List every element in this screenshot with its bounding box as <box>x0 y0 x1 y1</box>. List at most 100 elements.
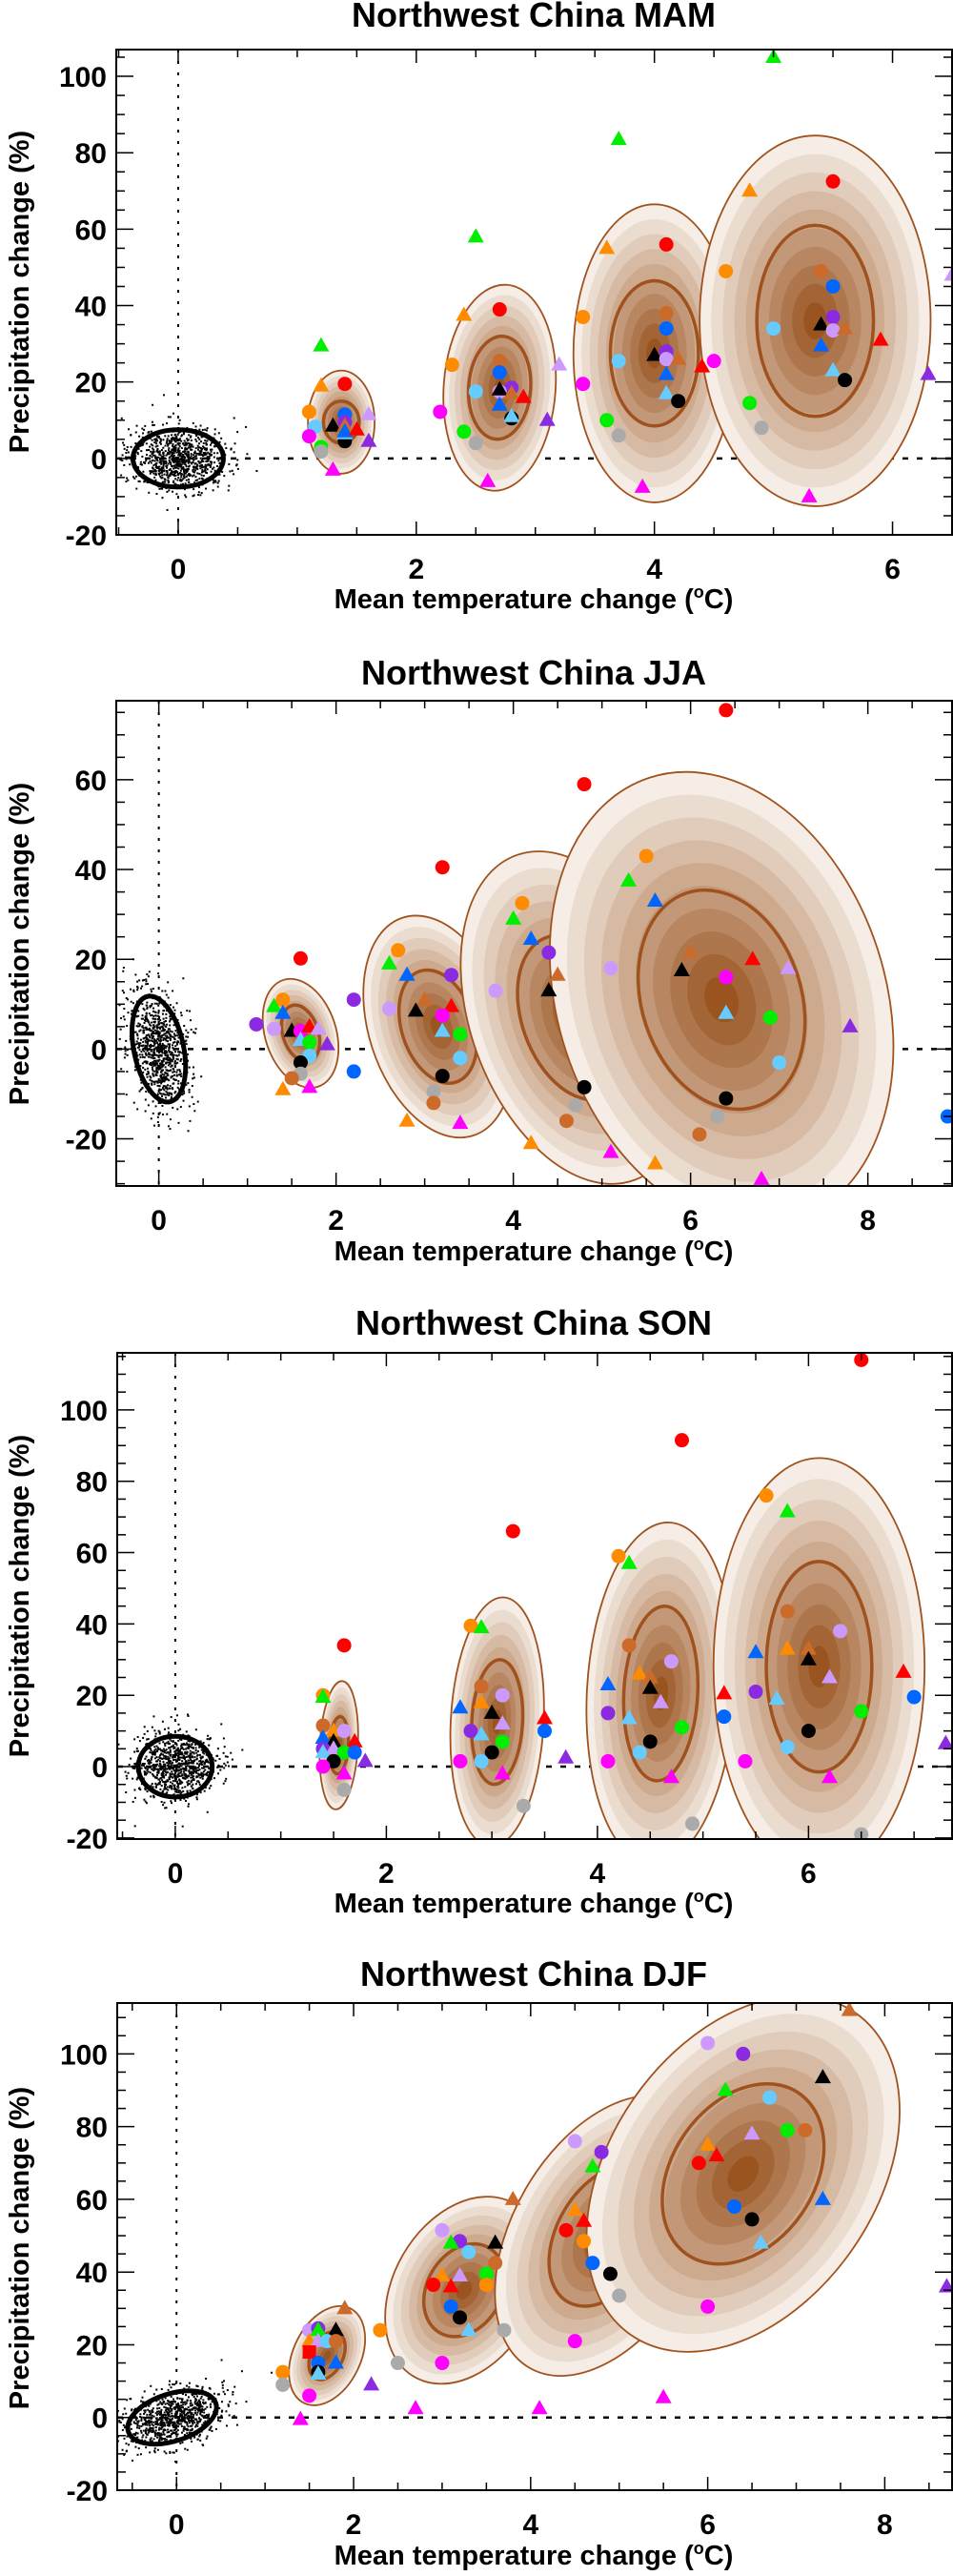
noise-dot <box>125 2443 128 2445</box>
noise-dot <box>126 477 129 480</box>
noise-dot <box>161 1104 164 1107</box>
noise-dot <box>181 442 184 445</box>
noise-dot <box>178 2404 181 2407</box>
noise-dot <box>186 2422 189 2424</box>
noise-dot <box>169 1128 172 1131</box>
noise-dot <box>146 1742 149 1745</box>
noise-dot <box>145 978 148 981</box>
noise-dot <box>169 468 172 471</box>
noise-dot <box>156 1121 159 1124</box>
noise-dot <box>173 1786 176 1789</box>
noise-dot <box>192 469 194 472</box>
noise-dot <box>202 454 205 457</box>
data-point-triangle-orange <box>398 1112 416 1127</box>
noise-dot <box>144 1110 147 1113</box>
noise-dot <box>164 450 167 453</box>
noise-dot <box>206 458 209 460</box>
noise-dot <box>217 2393 220 2396</box>
noise-dot <box>191 1750 193 1753</box>
noise-dot <box>154 2412 157 2415</box>
data-point-triangle-magenta <box>479 472 497 487</box>
noise-dot <box>165 1039 168 1042</box>
noise-dot <box>174 1051 177 1053</box>
noise-dot <box>167 481 170 484</box>
noise-dot <box>158 1027 161 1030</box>
noise-dot <box>190 1758 193 1761</box>
noise-dot <box>205 471 208 474</box>
data-point-triangle-lightblue <box>314 1744 332 1759</box>
noise-dot <box>145 449 148 452</box>
noise-dot <box>202 441 205 444</box>
noise-dot <box>150 1076 152 1079</box>
noise-dot <box>166 1770 169 1773</box>
noise-dot <box>173 1012 176 1015</box>
noise-dot <box>163 1046 166 1049</box>
noise-dot <box>177 442 180 445</box>
noise-dot <box>172 2383 174 2386</box>
noise-dot <box>172 1793 175 1796</box>
noise-dot <box>136 985 139 988</box>
noise-dot <box>149 470 152 473</box>
noise-dot <box>232 2393 234 2396</box>
noise-dot <box>178 1778 181 1781</box>
noise-dot <box>193 1076 195 1079</box>
data-point-triangle-green <box>314 1688 332 1704</box>
noise-dot <box>173 473 176 476</box>
noise-dot <box>216 457 219 460</box>
noise-dot <box>207 2415 210 2418</box>
noise-dot <box>169 1020 172 1023</box>
noise-dot <box>190 1773 193 1776</box>
noise-dot <box>160 2433 163 2436</box>
noise-dot <box>134 1043 137 1046</box>
noise-dot <box>156 2403 159 2406</box>
noise-dot <box>184 1774 187 1777</box>
noise-dot <box>233 442 236 445</box>
noise-dot <box>158 1085 161 1088</box>
noise-dot <box>216 452 219 455</box>
noise-dot <box>206 472 209 475</box>
noise-dot <box>156 1047 159 1050</box>
noise-dot <box>205 1772 208 1775</box>
noise-dot <box>177 2407 180 2410</box>
noise-dot <box>168 2435 171 2438</box>
noise-dot <box>130 988 132 991</box>
noise-dot <box>184 1762 187 1765</box>
noise-dot <box>159 1754 162 1757</box>
noise-dot <box>154 1073 157 1076</box>
noise-dot <box>193 481 195 484</box>
noise-dot <box>177 477 180 480</box>
noise-dot <box>139 463 142 466</box>
noise-dot <box>205 464 208 467</box>
data-point-circle-magenta <box>453 1753 468 1768</box>
noise-dot <box>186 1752 189 1755</box>
noise-dot <box>185 2421 188 2423</box>
noise-dot <box>166 2411 169 2414</box>
noise-dot <box>172 438 174 440</box>
noise-dot <box>150 2421 152 2423</box>
data-point-circle-lightblue <box>780 1739 795 1754</box>
noise-dot <box>179 1070 182 1073</box>
noise-dot <box>152 1795 155 1798</box>
noise-dot <box>193 2422 196 2424</box>
noise-dot <box>188 1759 191 1762</box>
noise-dot <box>150 1024 152 1027</box>
data-point-triangle-purple <box>360 432 377 447</box>
data-point-triangle-green <box>584 2157 601 2173</box>
noise-dot <box>154 463 157 466</box>
noise-dot <box>140 2424 143 2427</box>
noise-dot <box>196 1769 199 1772</box>
noise-dot <box>177 2417 180 2420</box>
noise-dot <box>161 474 164 477</box>
noise-dot <box>149 2451 152 2454</box>
x-tick-label: 2 <box>408 554 424 585</box>
noise-dot <box>152 447 154 450</box>
noise-dot <box>156 2423 159 2426</box>
noise-dot <box>193 1073 195 1075</box>
noise-dot <box>173 1774 176 1777</box>
noise-dot <box>213 445 216 448</box>
noise-dot <box>158 2426 161 2429</box>
noise-dot <box>126 1053 129 1056</box>
noise-dot <box>192 460 194 463</box>
noise-dot <box>188 1066 191 1069</box>
data-point-circle-lightblue <box>772 1055 787 1071</box>
